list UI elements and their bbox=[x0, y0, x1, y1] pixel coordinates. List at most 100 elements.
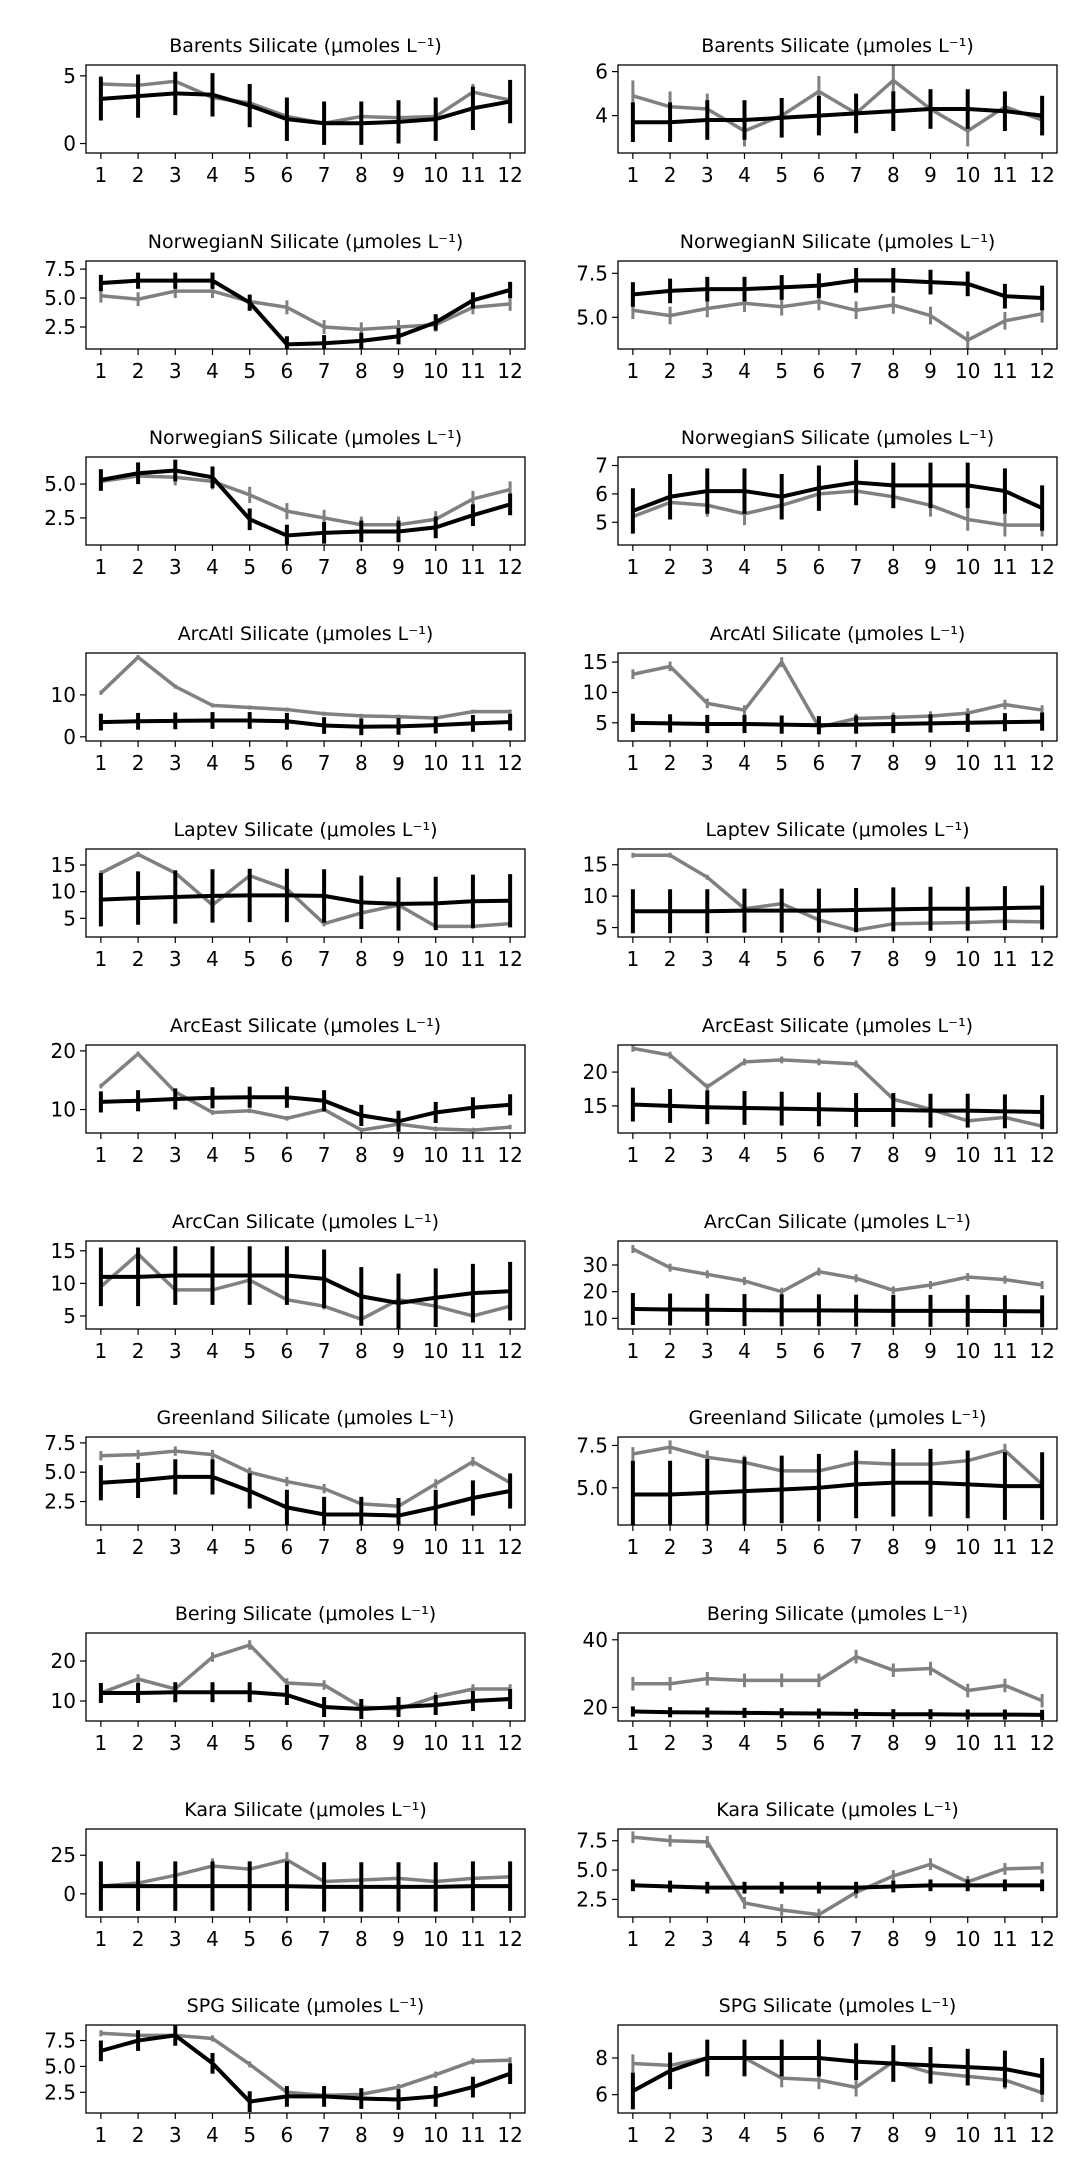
axes-frame bbox=[85, 848, 526, 938]
x-tick-label: 6 bbox=[281, 2123, 294, 2147]
series-line-gray bbox=[632, 658, 1043, 730]
series-gray bbox=[631, 1831, 1044, 1917]
x-tick-label: 2 bbox=[664, 1339, 677, 1363]
series-line-black bbox=[632, 278, 1043, 300]
subplot-title: Barents Silicate (μmoles L⁻¹) bbox=[169, 35, 442, 57]
x-tick-label: 9 bbox=[392, 359, 405, 383]
y-tick-label: 5 bbox=[63, 1304, 76, 1328]
series-line-black bbox=[100, 278, 511, 347]
y-tick-label: 6 bbox=[595, 482, 608, 506]
y-tick-label: 40 bbox=[583, 1628, 608, 1652]
x-tick-label: 2 bbox=[664, 1535, 677, 1559]
x-tick-label: 7 bbox=[318, 1927, 331, 1951]
series-black bbox=[630, 1087, 1045, 1129]
x-tick-label: 9 bbox=[924, 1731, 937, 1755]
y-tick-label: 10 bbox=[51, 1689, 76, 1713]
x-tick-label: 12 bbox=[497, 2123, 522, 2147]
series-black bbox=[630, 268, 1045, 311]
x-tick-label: 12 bbox=[1029, 947, 1054, 971]
x-tick-label: 9 bbox=[924, 1339, 937, 1363]
y-tick-label: 0 bbox=[63, 1882, 76, 1906]
y-tick-label: 15 bbox=[583, 650, 608, 674]
y-tick-label: 15 bbox=[51, 853, 76, 877]
series-line-black bbox=[631, 2056, 1043, 2093]
x-tick-label: 9 bbox=[924, 1143, 937, 1167]
series-gray bbox=[99, 654, 512, 721]
x-tick-label: 10 bbox=[423, 163, 448, 187]
x-tick-label: 5 bbox=[775, 555, 788, 579]
x-tick-label: 6 bbox=[813, 1339, 826, 1363]
x-tick-label: 2 bbox=[132, 555, 145, 579]
x-tick-label: 4 bbox=[206, 163, 219, 187]
x-tick-label: 11 bbox=[460, 1143, 485, 1167]
x-tick-label: 10 bbox=[955, 1927, 980, 1951]
x-tick-label: 2 bbox=[664, 1143, 677, 1167]
series-line-gray bbox=[100, 1449, 511, 1509]
axes-frame bbox=[617, 260, 1058, 350]
x-tick-label: 2 bbox=[132, 751, 145, 775]
x-tick-label: 5 bbox=[243, 163, 256, 187]
x-tick-label: 3 bbox=[701, 1143, 714, 1167]
x-tick-label: 10 bbox=[955, 163, 980, 187]
x-tick-label: 5 bbox=[775, 1143, 788, 1167]
x-tick-label: 8 bbox=[887, 947, 900, 971]
y-tick-label: 20 bbox=[583, 1695, 608, 1719]
x-tick-label: 2 bbox=[664, 947, 677, 971]
x-tick-label: 1 bbox=[627, 163, 640, 187]
x-tick-label: 3 bbox=[169, 555, 182, 579]
subplot: NorwegianS Silicate (μmoles L⁻¹)1 2 3 4 5 6 7 8… bbox=[595, 427, 1058, 579]
series-line-gray bbox=[632, 1835, 1043, 1917]
subplot: Kara Silicate (μmoles L⁻¹)1 2 3 4 5 6 7 8 9 10 11 1… bbox=[576, 1799, 1058, 1951]
x-tick-label: 7 bbox=[850, 1339, 863, 1363]
x-tick-label: 10 bbox=[955, 555, 980, 579]
x-tick-label: 6 bbox=[281, 1731, 294, 1755]
x-tick-label: 12 bbox=[1029, 1927, 1054, 1951]
subplot: ArcAtl Silicate (μmoles L⁻¹)1 2 3 4 5 6 7 8 9 10 1… bbox=[583, 623, 1058, 775]
y-tick-label: 7.5 bbox=[576, 261, 608, 285]
series-black bbox=[630, 1706, 1045, 1720]
x-tick-label: 5 bbox=[775, 1731, 788, 1755]
series-black bbox=[630, 1879, 1045, 1894]
x-tick-label: 11 bbox=[992, 2123, 1017, 2147]
series-line-gray bbox=[632, 78, 1043, 134]
subplot: Kara Silicate (μmoles L⁻¹)1 2 3 4 5 6 7 8 9 10 11 1… bbox=[51, 1799, 526, 1951]
series-line-black bbox=[632, 719, 1043, 728]
series-line-black bbox=[100, 1884, 511, 1889]
x-tick-label: 3 bbox=[701, 947, 714, 971]
x-tick-label: 6 bbox=[813, 947, 826, 971]
x-tick-label: 8 bbox=[355, 947, 368, 971]
series-gray bbox=[631, 1245, 1044, 1296]
x-tick-label: 5 bbox=[775, 1339, 788, 1363]
subplot-title: Kara Silicate (μmoles L⁻¹) bbox=[716, 1799, 959, 1821]
series-line-gray bbox=[100, 852, 511, 929]
x-tick-label: 7 bbox=[318, 163, 331, 187]
x-tick-label: 7 bbox=[850, 751, 863, 775]
axes-frame bbox=[617, 652, 1058, 742]
x-tick-label: 11 bbox=[992, 1535, 1017, 1559]
x-tick-label: 8 bbox=[887, 1339, 900, 1363]
axes-frame bbox=[85, 1240, 526, 1330]
y-tick-label: 10 bbox=[583, 680, 608, 704]
x-tick-label: 8 bbox=[355, 1927, 368, 1951]
x-tick-label: 1 bbox=[95, 947, 108, 971]
y-tick-label: 7.5 bbox=[44, 257, 76, 281]
subplot: ArcCan Silicate (μmoles L⁻¹)1 2 3 4 5 6 7 8 9 10 1… bbox=[51, 1211, 526, 1363]
y-tick-label: 10 bbox=[583, 884, 608, 908]
x-tick-label: 12 bbox=[1029, 1731, 1054, 1755]
axes-frame bbox=[617, 848, 1058, 938]
series-black bbox=[98, 2025, 513, 2112]
x-tick-label: 2 bbox=[132, 947, 145, 971]
x-tick-label: 7 bbox=[318, 1535, 331, 1559]
x-tick-label: 11 bbox=[460, 751, 485, 775]
x-tick-label: 7 bbox=[850, 555, 863, 579]
series-line-gray bbox=[632, 1445, 1044, 1486]
subplot-title: ArcCan Silicate (μmoles L⁻¹) bbox=[704, 1211, 971, 1233]
x-tick-label: 8 bbox=[887, 555, 900, 579]
axes-frame bbox=[617, 64, 1058, 154]
y-tick-label: 7.5 bbox=[576, 1433, 608, 1457]
series-line-gray bbox=[100, 1858, 511, 1888]
x-tick-label: 9 bbox=[924, 1535, 937, 1559]
x-tick-label: 1 bbox=[627, 359, 640, 383]
y-tick-label: 10 bbox=[51, 683, 76, 707]
